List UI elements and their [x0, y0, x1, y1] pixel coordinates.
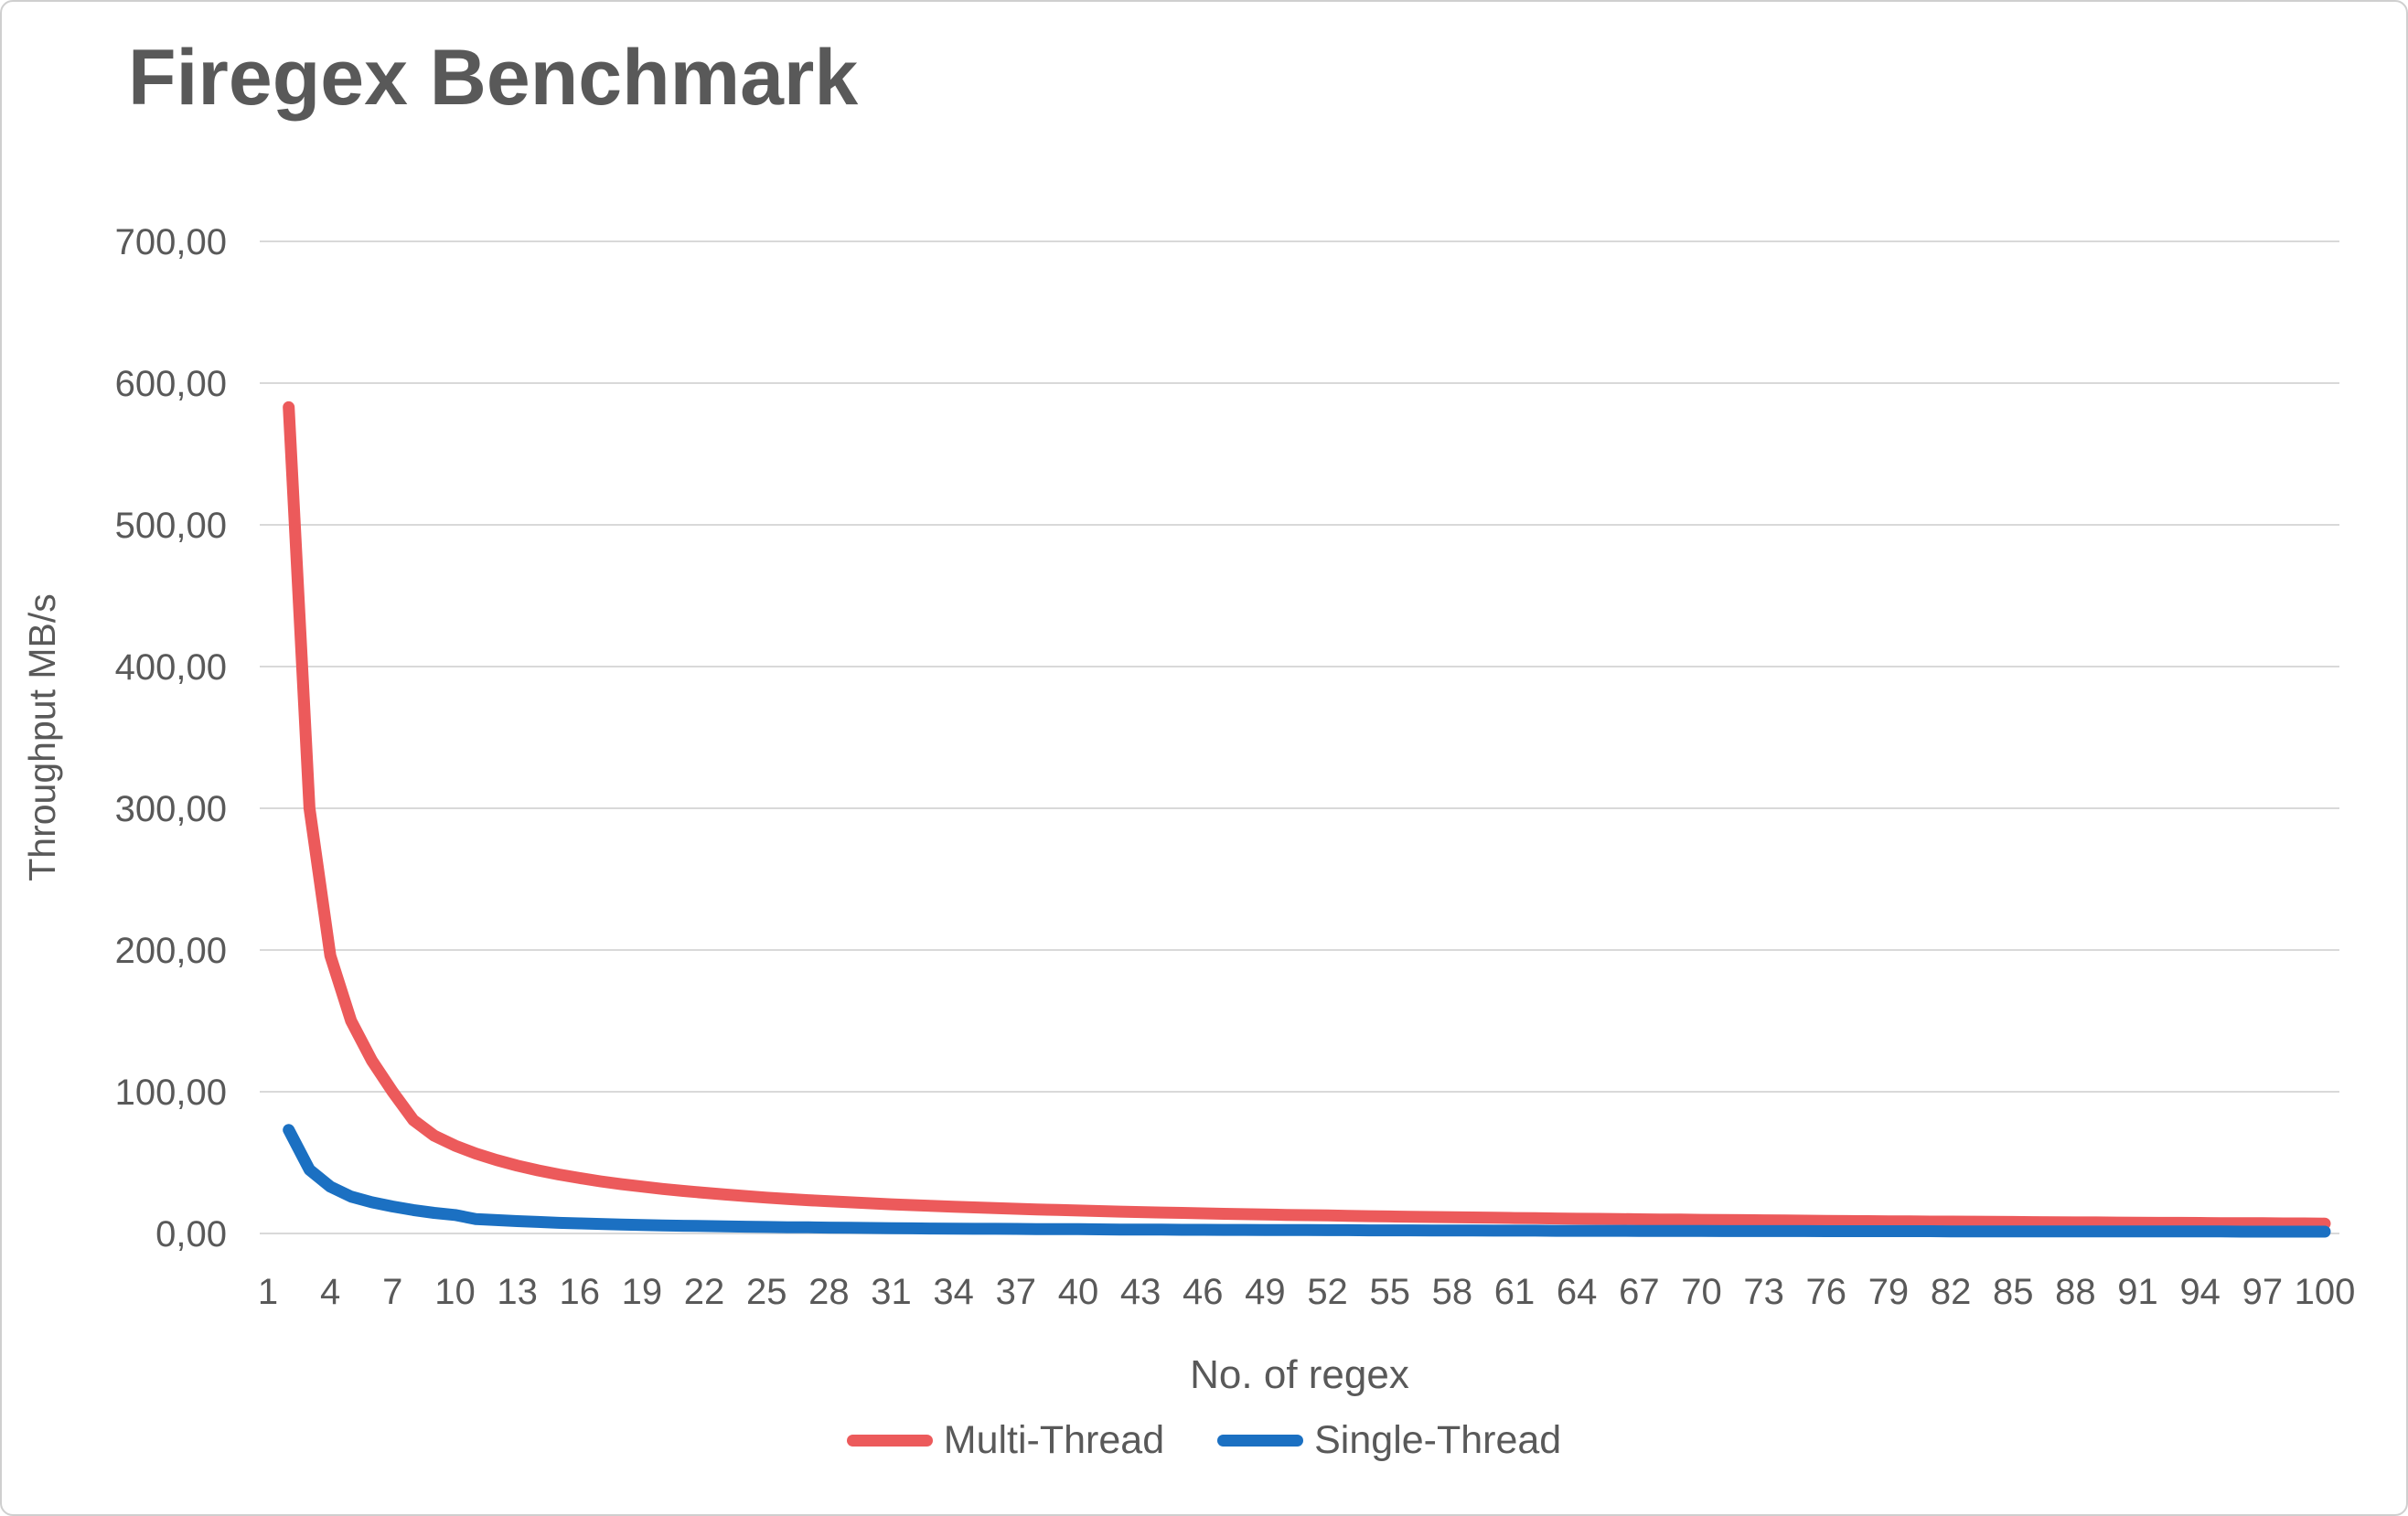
x-tick-label: 28 — [808, 1272, 850, 1312]
x-tick-label: 94 — [2179, 1272, 2221, 1312]
x-tick-label: 85 — [1993, 1272, 2034, 1312]
x-axis-title: No. of regex — [1190, 1352, 1409, 1397]
x-tick-label: 37 — [996, 1272, 1037, 1312]
x-tick-label: 100 — [2295, 1272, 2356, 1312]
x-tick-label: 79 — [1868, 1272, 1910, 1312]
y-tick-label: 400,00 — [115, 647, 227, 688]
x-tick-label: 55 — [1369, 1272, 1410, 1312]
legend-label-single-thread: Single-Thread — [1314, 1418, 1562, 1462]
x-tick-label: 31 — [871, 1272, 912, 1312]
x-tick-label: 25 — [746, 1272, 787, 1312]
x-tick-label: 22 — [684, 1272, 725, 1312]
legend-item-multi-thread: Multi-Thread — [846, 1418, 1165, 1462]
y-tick-label: 500,00 — [115, 506, 227, 546]
x-tick-label: 40 — [1058, 1272, 1099, 1312]
legend-label-multi-thread: Multi-Thread — [943, 1418, 1165, 1462]
x-tick-label: 46 — [1183, 1272, 1224, 1312]
x-tick-label: 16 — [560, 1272, 601, 1312]
multi-thread-line-marker-icon — [846, 1435, 933, 1447]
x-tick-label: 52 — [1307, 1272, 1348, 1312]
x-tick-label: 43 — [1120, 1272, 1161, 1312]
x-tick-label: 49 — [1245, 1272, 1286, 1312]
x-tick-label: 34 — [933, 1272, 974, 1312]
y-tick-label: 700,00 — [115, 222, 227, 262]
x-tick-label: 76 — [1806, 1272, 1847, 1312]
x-tick-label: 58 — [1432, 1272, 1473, 1312]
x-tick-label: 13 — [497, 1272, 538, 1312]
y-tick-label: 100,00 — [115, 1073, 227, 1113]
x-tick-label: 97 — [2242, 1272, 2284, 1312]
x-tick-label: 88 — [2055, 1272, 2096, 1312]
legend: Multi-Thread Single-Thread — [2, 1421, 2406, 1460]
x-tick-label: 64 — [1557, 1272, 1598, 1312]
series-line-single-thread — [283, 1124, 2331, 1238]
y-tick-label: 200,00 — [115, 931, 227, 971]
x-tick-label: 82 — [1931, 1272, 1972, 1312]
x-tick-label: 4 — [320, 1272, 340, 1312]
x-tick-label: 1 — [258, 1272, 278, 1312]
series-line-multi-thread — [283, 400, 2331, 1230]
legend-item-single-thread: Single-Thread — [1217, 1421, 1561, 1460]
chart-title: Firegex Benchmark — [128, 34, 859, 122]
x-tick-label: 10 — [434, 1272, 476, 1312]
x-tick-label: 61 — [1494, 1272, 1536, 1312]
y-axis-title: Throughput MB/s — [21, 593, 63, 881]
single-thread-line-marker-icon — [1217, 1435, 1304, 1447]
x-tick-label: 19 — [622, 1272, 663, 1312]
x-tick-label: 73 — [1743, 1272, 1784, 1312]
x-tick-label: 67 — [1619, 1272, 1660, 1312]
y-tick-label: 600,00 — [115, 364, 227, 404]
y-tick-label: 300,00 — [115, 789, 227, 829]
y-tick-label: 0,00 — [155, 1214, 227, 1254]
x-tick-label: 70 — [1681, 1272, 1722, 1312]
x-tick-label: 7 — [382, 1272, 402, 1312]
x-tick-label: 91 — [2117, 1272, 2158, 1312]
